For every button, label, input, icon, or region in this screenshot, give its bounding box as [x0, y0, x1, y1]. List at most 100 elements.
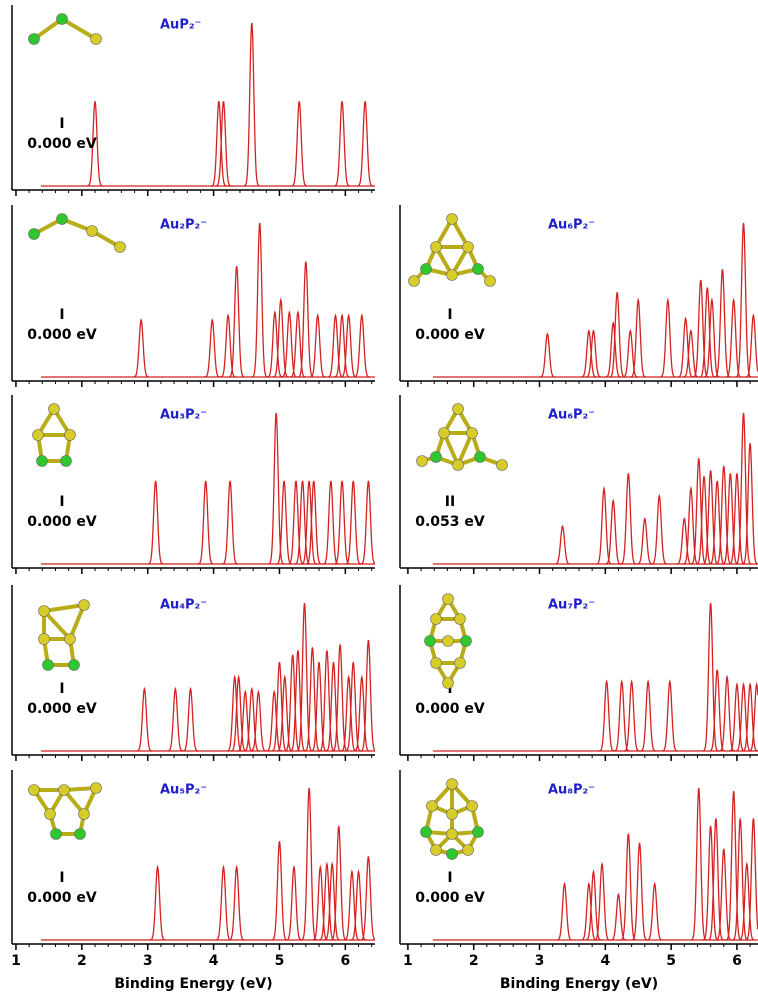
- atom: [443, 594, 454, 605]
- panel-title: Au₆P₂⁻: [548, 218, 595, 233]
- panel: Au₆P₂⁻I0.000 eV: [400, 205, 758, 387]
- peak: [345, 481, 361, 564]
- x-tick-label: 5: [666, 953, 676, 969]
- peak: [148, 481, 164, 564]
- peak: [749, 684, 758, 751]
- atom: [455, 614, 466, 625]
- peak: [222, 481, 238, 564]
- peak: [715, 269, 731, 377]
- atom: [463, 845, 474, 856]
- panel: Au₆P₂⁻II0.053 eV: [400, 395, 758, 574]
- panel: Au₃P₂⁻ I 0.000 eV: [12, 395, 375, 574]
- panel-title: Au₂P₂⁻: [160, 218, 207, 233]
- atom: [29, 34, 40, 45]
- atom: [417, 456, 428, 467]
- isomer-label: I: [59, 494, 64, 510]
- panel-title: AuP₂⁻: [160, 18, 201, 33]
- peak: [637, 519, 653, 564]
- atom: [91, 783, 102, 794]
- isomer-label: I: [59, 870, 64, 886]
- peak: [198, 481, 214, 564]
- peak: [726, 791, 742, 940]
- atom: [453, 404, 464, 415]
- atom: [467, 801, 478, 812]
- atom: [43, 660, 54, 671]
- peak: [137, 689, 153, 751]
- peak: [742, 443, 758, 564]
- atom: [431, 658, 442, 669]
- peak: [555, 526, 571, 564]
- peak: [268, 413, 284, 564]
- atom: [473, 827, 484, 838]
- peak: [703, 826, 719, 940]
- panel-title: Au₇P₂⁻: [548, 598, 595, 613]
- x-tick-label: 4: [209, 953, 219, 969]
- peak: [357, 101, 373, 186]
- bond: [62, 19, 96, 39]
- atom: [57, 14, 68, 25]
- peak: [323, 481, 339, 564]
- peak: [183, 689, 199, 751]
- peak: [290, 650, 306, 751]
- x-tick-label: 3: [143, 953, 153, 969]
- energy-label: 0.000 eV: [27, 327, 97, 343]
- atom: [443, 678, 454, 689]
- peak: [630, 300, 646, 377]
- peak: [216, 867, 232, 940]
- atom: [455, 658, 466, 669]
- atom: [115, 242, 126, 253]
- isomer-label: I: [447, 870, 452, 886]
- atom: [447, 270, 458, 281]
- atom: [49, 404, 60, 415]
- panel-title: Au₅P₂⁻: [160, 783, 207, 798]
- peak: [594, 864, 610, 940]
- atom: [475, 452, 486, 463]
- panel: AuP₂⁻I0.000 eV: [12, 5, 375, 196]
- peak: [133, 320, 149, 377]
- peak: [736, 223, 752, 377]
- energy-label: 0.000 eV: [415, 327, 485, 343]
- peak: [204, 320, 220, 377]
- atom: [463, 242, 474, 253]
- atom: [65, 634, 76, 645]
- energy-label: 0.000 eV: [415, 890, 485, 906]
- bond: [44, 605, 84, 611]
- atom: [467, 428, 478, 439]
- peak: [647, 884, 663, 940]
- panel: Au₇P₂⁻I0.000 eV: [400, 585, 758, 761]
- peak: [557, 884, 573, 940]
- atom: [39, 606, 50, 617]
- energy-label: 0.000 eV: [27, 514, 97, 530]
- peak: [691, 788, 707, 940]
- isomer-label: I: [59, 681, 64, 697]
- peak: [662, 681, 678, 751]
- peak: [540, 334, 556, 377]
- atom: [427, 801, 438, 812]
- panel: Au₄P₂⁻ I 0.000 eV: [12, 585, 375, 761]
- peak: [678, 318, 694, 377]
- x-tick-label: 6: [340, 953, 350, 969]
- atom: [447, 829, 458, 840]
- atom: [431, 452, 442, 463]
- atom: [431, 845, 442, 856]
- atom: [75, 829, 86, 840]
- peak: [739, 864, 755, 940]
- panel-title: Au₆P₂⁻: [548, 408, 595, 423]
- energy-label: 0.000 eV: [27, 136, 97, 152]
- peak: [620, 834, 636, 940]
- atom: [431, 242, 442, 253]
- energy-label: 0.000 eV: [27, 701, 97, 717]
- peak: [334, 101, 350, 186]
- peak: [301, 788, 317, 940]
- atom: [29, 229, 40, 240]
- x-tick-label: 3: [535, 953, 545, 969]
- panel-title: Au₄P₂⁻: [160, 598, 207, 613]
- panel-title: Au₃P₂⁻: [160, 408, 207, 423]
- atom: [439, 428, 450, 439]
- isomer-label: II: [445, 494, 455, 510]
- peak: [620, 473, 636, 564]
- peak: [266, 692, 282, 751]
- peak: [660, 300, 676, 377]
- peak: [291, 101, 307, 186]
- peak: [298, 262, 314, 377]
